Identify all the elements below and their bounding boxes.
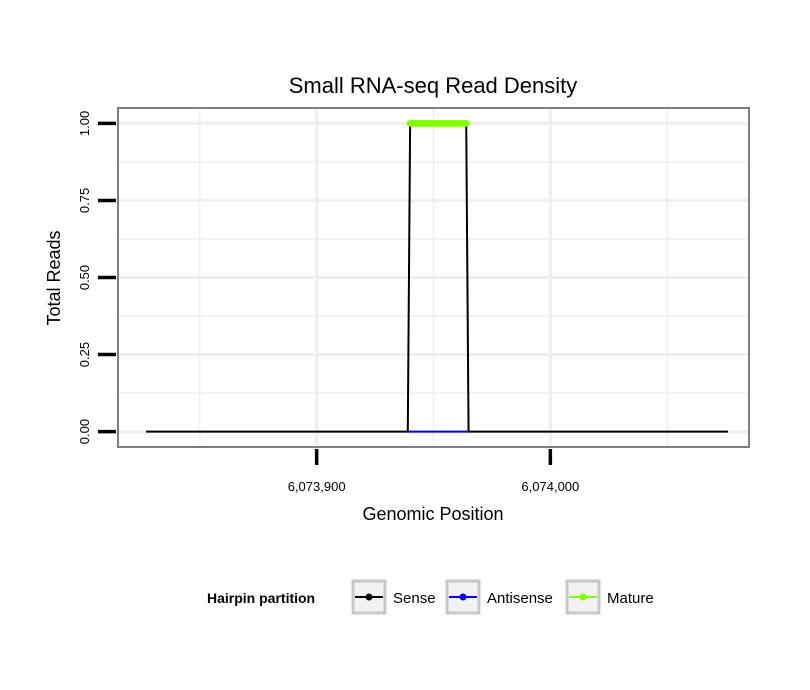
y-tick-label: 0.75 bbox=[77, 188, 92, 213]
plot-panel-border bbox=[117, 107, 750, 448]
y-axis: 0.00 0.25 0.50 0.75 1.00 bbox=[77, 111, 116, 444]
y-tick-label: 1.00 bbox=[77, 111, 92, 136]
legend-key-point-mature bbox=[579, 593, 587, 601]
y-axis-title: Total Reads bbox=[44, 230, 64, 325]
legend-key-point-sense bbox=[365, 593, 373, 601]
legend-key-point-antisense bbox=[459, 593, 467, 601]
legend-label-antisense: Antisense bbox=[487, 590, 553, 607]
legend-label-mature: Mature bbox=[607, 590, 654, 607]
x-axis: 6,073,900 6,074,000 bbox=[288, 449, 579, 494]
x-tick-label: 6,073,900 bbox=[288, 479, 346, 494]
legend-label-sense: Sense bbox=[393, 590, 436, 607]
y-tick-label: 0.00 bbox=[77, 419, 92, 444]
legend: Hairpin partition Sense Antisense Mature bbox=[207, 579, 654, 615]
x-axis-title: Genomic Position bbox=[362, 504, 503, 524]
x-tick-label: 6,074,000 bbox=[521, 479, 579, 494]
y-tick-label: 0.25 bbox=[77, 342, 92, 367]
series-mature-point bbox=[462, 120, 470, 127]
series-layer bbox=[146, 120, 728, 433]
legend-title: Hairpin partition bbox=[207, 590, 315, 606]
chart-title: Small RNA-seq Read Density bbox=[289, 73, 578, 98]
y-tick-label: 0.50 bbox=[77, 265, 92, 290]
